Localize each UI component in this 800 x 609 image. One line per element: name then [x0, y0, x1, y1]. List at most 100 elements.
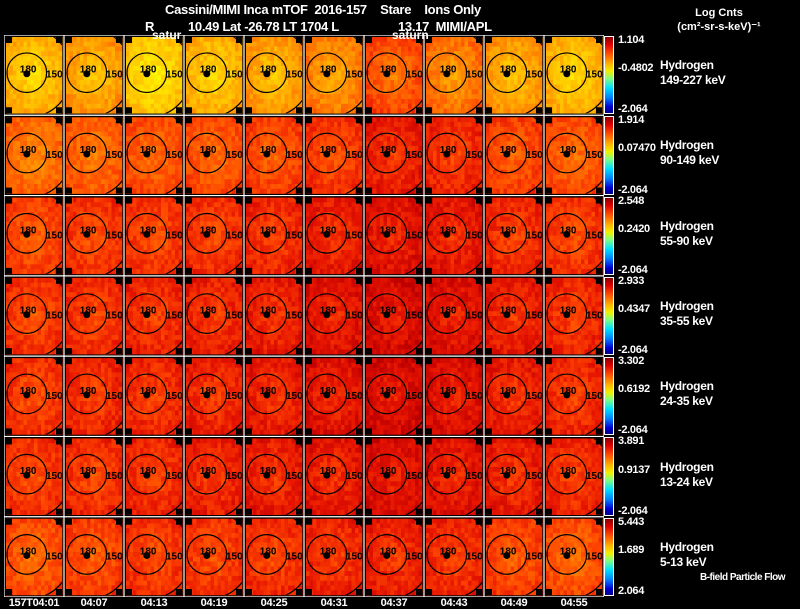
image-pixel — [457, 89, 462, 95]
image-pixel — [41, 174, 45, 180]
image-pixel — [387, 141, 391, 147]
image-pixel — [316, 169, 321, 175]
image-pixel — [387, 98, 391, 105]
image-pixel — [538, 84, 543, 90]
image-pixel — [214, 122, 218, 128]
image-pixel — [436, 136, 441, 142]
image-pixel — [200, 98, 204, 105]
image-pixel — [55, 150, 59, 156]
image-pixel — [510, 155, 515, 161]
image-pixel — [97, 65, 102, 71]
image-pixel — [140, 60, 144, 66]
image-pixel — [457, 126, 462, 132]
image-pixel — [496, 150, 501, 156]
image-pixel — [387, 179, 391, 185]
image-pixel — [87, 141, 91, 147]
image-pixel — [246, 184, 250, 190]
image-pixel — [295, 94, 299, 100]
image-pixel — [510, 126, 515, 132]
image-pixel — [249, 94, 254, 100]
image-pixel — [461, 145, 465, 151]
image-pixel — [394, 122, 398, 128]
image-pixel — [369, 164, 374, 171]
image-pixel — [256, 164, 261, 171]
image-pixel — [249, 103, 254, 109]
image-pixel — [115, 164, 119, 171]
image-pixel — [380, 164, 384, 171]
image-pixel — [313, 103, 317, 109]
image-pixel — [376, 122, 381, 128]
image-pixel — [344, 136, 349, 142]
image-pixel — [284, 98, 289, 105]
image-pixel — [129, 122, 134, 128]
image-pixel — [503, 174, 508, 180]
image-pixel — [224, 46, 229, 52]
image-pixel — [126, 126, 130, 132]
image-pixel — [493, 41, 497, 47]
image-pixel — [595, 46, 599, 52]
image-pixel — [574, 75, 578, 81]
image-pixel — [55, 65, 59, 71]
image-pixel — [348, 46, 352, 52]
image-pixel — [426, 84, 430, 90]
image-pixel — [351, 60, 356, 66]
image-pixel — [376, 169, 381, 175]
image-pixel — [154, 70, 158, 76]
image-pixel — [355, 136, 359, 142]
image-pixel — [267, 84, 271, 90]
image-pixel — [147, 65, 151, 71]
image-pixel — [348, 103, 352, 109]
image-pixel — [408, 46, 412, 52]
image-pixel — [358, 84, 363, 90]
image-pixel — [471, 56, 476, 62]
image-pixel — [90, 60, 95, 66]
image-pixel — [161, 141, 165, 147]
image-pixel — [387, 37, 391, 43]
image-pixel — [30, 122, 35, 128]
image-pixel — [164, 117, 169, 123]
image-pixel — [567, 75, 571, 81]
image-pixel — [253, 145, 257, 151]
image-pixel — [351, 108, 356, 114]
image-pixel — [249, 179, 254, 185]
image-pixel — [344, 46, 349, 52]
image-pixel — [411, 160, 416, 166]
image-pixel — [101, 94, 105, 100]
image-pixel — [171, 89, 176, 95]
image-pixel — [13, 79, 17, 85]
image-pixel — [401, 145, 405, 151]
image-pixel — [143, 160, 148, 166]
image-pixel — [471, 60, 476, 66]
image-pixel — [464, 188, 469, 194]
image-pixel — [358, 65, 363, 71]
image-pixel — [147, 122, 151, 128]
image-pixel — [380, 75, 384, 81]
image-pixel — [214, 98, 218, 105]
image-pixel — [394, 184, 398, 190]
image-pixel — [475, 94, 479, 100]
image-pixel — [327, 117, 331, 123]
mask-corner — [176, 107, 182, 114]
image-pixel — [256, 174, 261, 180]
image-pixel — [528, 84, 532, 90]
image-pixel — [531, 108, 536, 114]
image-pixel — [221, 188, 225, 194]
image-pixel — [553, 51, 557, 57]
image-pixel — [249, 122, 254, 128]
image-pixel — [157, 60, 162, 66]
image-pixel — [9, 56, 14, 62]
image-pixel — [510, 65, 515, 71]
image-pixel — [517, 136, 522, 142]
image-pixel — [447, 94, 451, 100]
image-pixel — [224, 103, 229, 109]
image-pixel — [203, 155, 208, 161]
image-pixel — [147, 117, 151, 123]
image-pixel — [535, 65, 539, 71]
image-pixel — [200, 46, 204, 52]
image-pixel — [313, 70, 317, 76]
image-pixel — [309, 84, 314, 90]
image-pixel — [553, 75, 557, 81]
image-pixel — [228, 79, 232, 85]
image-pixel — [115, 65, 119, 71]
image-pixel — [104, 51, 109, 57]
